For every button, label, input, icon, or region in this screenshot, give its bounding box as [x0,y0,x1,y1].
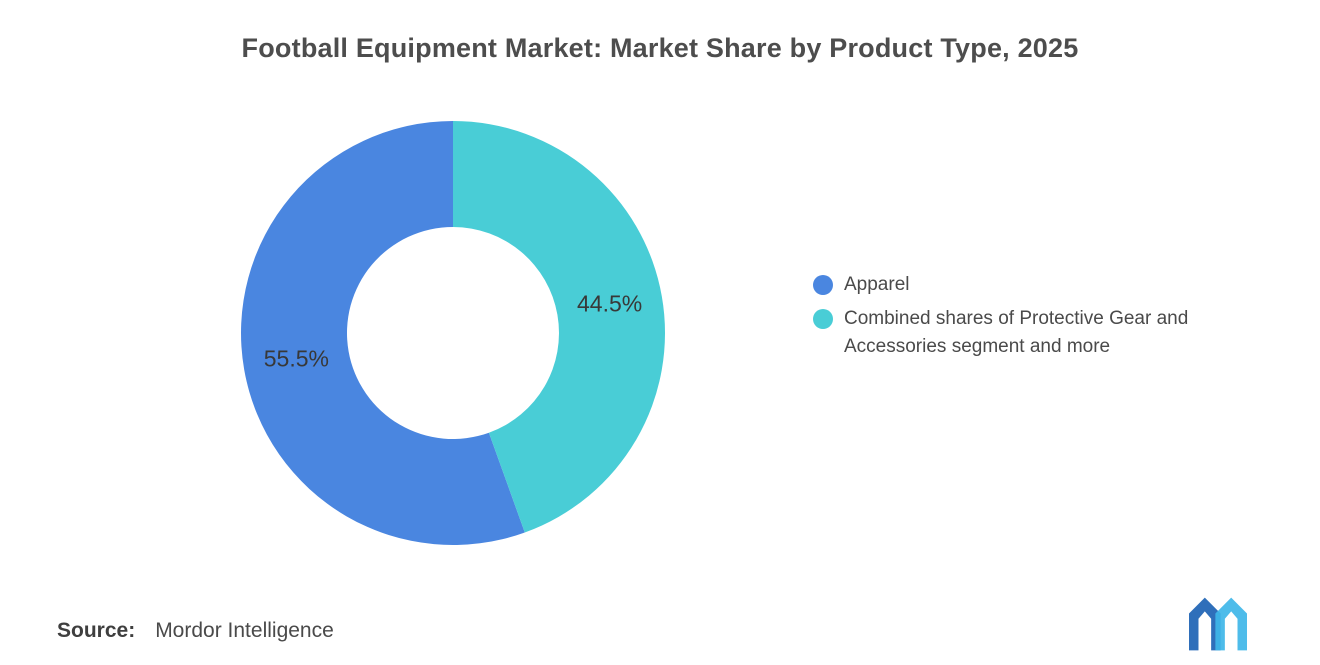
slice-value-label-0: 55.5% [264,345,329,371]
legend-item-combined-shares: Combined shares of Protective Gear and A… [813,305,1243,361]
legend-label-combined-shares: Combined shares of Protective Gear and A… [844,308,1189,357]
donut-svg: 55.5% 44.5% [241,121,666,545]
legend-dot-combined-shares [813,309,833,329]
mordor-intelligence-logo [1189,597,1247,651]
slice-1 [453,121,666,533]
slice-0 [241,121,525,545]
source-value: Mordor Intelligence [155,619,334,642]
legend-dot-apparel [813,275,833,295]
legend-item-apparel: Apparel [813,271,1243,299]
slice-value-label-1: 44.5% [577,291,642,317]
legend-label-apparel: Apparel [844,274,910,295]
legend: Apparel Combined shares of Protective Ge… [813,271,1243,367]
source-row: Source: Mordor Intelligence [57,619,334,643]
chart-title: Football Equipment Market: Market Share … [241,33,1079,63]
donut-chart: 55.5% 44.5% [238,118,668,548]
source-label: Source: [57,619,136,642]
